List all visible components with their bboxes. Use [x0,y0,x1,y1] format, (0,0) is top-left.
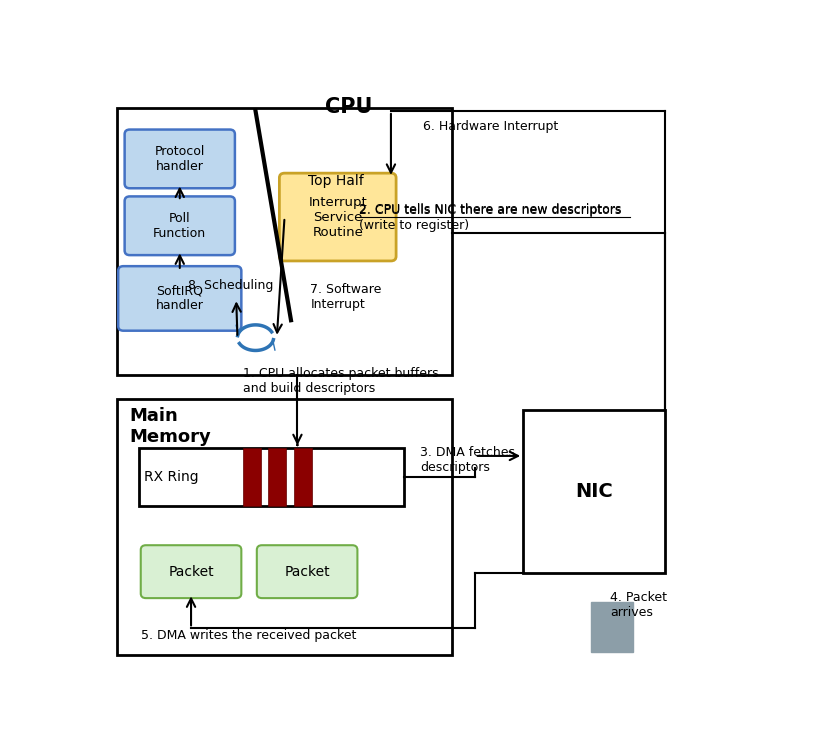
Text: 2. CPU tells NIC there are new descriptors
(write to register): 2. CPU tells NIC there are new descripto… [359,205,621,233]
Text: SoftIRQ
handler: SoftIRQ handler [156,285,204,313]
Text: NIC: NIC [575,482,613,501]
Text: Main
Memory: Main Memory [130,408,211,446]
Bar [269,448,286,507]
Bar [523,411,665,573]
Text: Poll
Function: Poll Function [153,211,206,240]
Bar [116,399,453,655]
Text: 7. Software
Interrupt: 7. Software Interrupt [310,283,382,311]
Text: CPU: CPU [325,97,373,117]
Text: Interrupt
Service
Routine: Interrupt Service Routine [309,196,367,239]
FancyBboxPatch shape [125,130,235,188]
FancyBboxPatch shape [125,196,235,255]
Text: RX Ring: RX Ring [145,470,199,484]
Bar [591,602,633,652]
Text: 4. Packet
arrives: 4. Packet arrives [610,591,667,619]
Text: Top Half: Top Half [308,174,364,188]
Text: Packet: Packet [168,565,214,578]
Text: 2. CPU tells NIC there are new descriptors: 2. CPU tells NIC there are new descripto… [359,203,621,216]
Text: 5. DMA writes the received packet: 5. DMA writes the received packet [141,630,357,643]
Text: 8. Scheduling: 8. Scheduling [188,279,273,292]
Bar [140,448,404,507]
Text: 6. Hardware Interrupt: 6. Hardware Interrupt [423,120,558,133]
FancyBboxPatch shape [141,545,241,598]
Text: 3. DMA fetches
descriptors: 3. DMA fetches descriptors [420,445,515,473]
Text: Packet: Packet [285,565,330,578]
FancyBboxPatch shape [257,545,358,598]
Text: Protocol
handler: Protocol handler [155,145,205,173]
Bar [116,108,453,375]
FancyBboxPatch shape [118,267,241,331]
FancyBboxPatch shape [280,173,396,261]
Bar [295,448,312,507]
Bar [243,448,260,507]
Text: 1. CPU allocates packet buffers
and build descriptors: 1. CPU allocates packet buffers and buil… [243,367,438,396]
